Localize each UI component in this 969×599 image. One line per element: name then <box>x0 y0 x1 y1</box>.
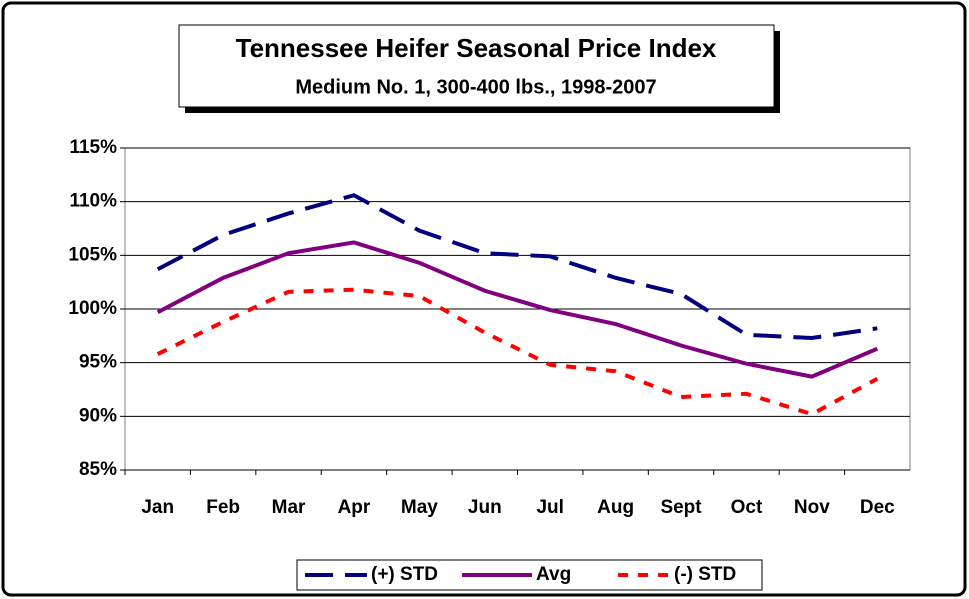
y-tick-label: 85% <box>79 459 117 480</box>
y-tick-label: 110% <box>69 191 117 212</box>
legend-label: (-) STD <box>674 564 736 585</box>
title-box <box>178 24 775 108</box>
chart-subtitle: Medium No. 1, 300-400 lbs., 1998-2007 <box>295 76 656 98</box>
x-tick-label: Nov <box>794 497 830 518</box>
x-tick-label: Aug <box>597 497 634 518</box>
x-tick-label: Oct <box>731 497 763 518</box>
y-tick-label: 115% <box>69 137 117 158</box>
legend-label: (+) STD <box>371 564 438 585</box>
x-tick-label: Dec <box>860 497 895 518</box>
x-tick-label: Sept <box>660 497 702 518</box>
y-tick-label: 95% <box>79 352 117 373</box>
x-tick-label: Jan <box>141 497 174 518</box>
y-tick-label: 90% <box>79 405 117 426</box>
series-line <box>156 287 879 417</box>
legend-label: Avg <box>536 564 571 585</box>
series-line <box>156 193 878 340</box>
x-tick-label: Mar <box>272 497 306 518</box>
chart-title: Tennessee Heifer Seasonal Price Index <box>236 33 717 63</box>
y-tick-label: 100% <box>68 298 117 319</box>
x-tick-label: Jul <box>536 497 563 518</box>
x-tick-label: Apr <box>338 497 371 518</box>
x-tick-label: May <box>401 497 438 518</box>
series-line <box>156 240 879 379</box>
x-tick-label: Feb <box>206 497 240 518</box>
x-tick-label: Jun <box>468 497 502 518</box>
y-tick-label: 105% <box>68 244 117 265</box>
